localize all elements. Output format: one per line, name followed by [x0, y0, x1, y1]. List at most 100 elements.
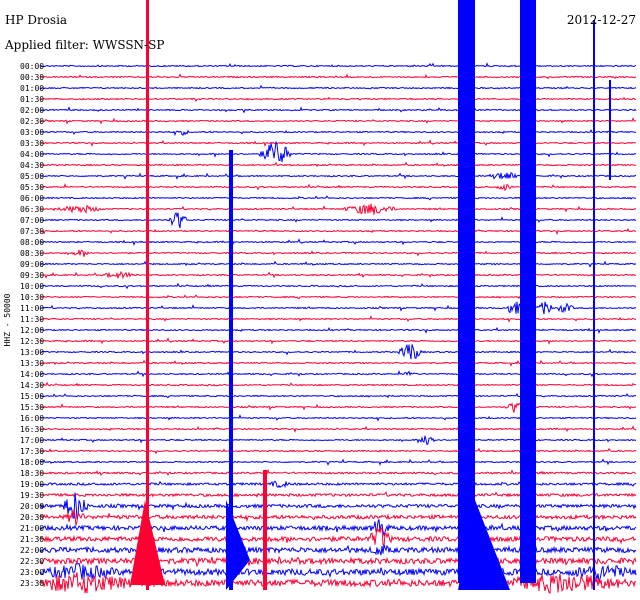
- time-label: 22:00: [20, 546, 44, 555]
- time-label: 04:30: [20, 161, 44, 170]
- decay-trace: [458, 500, 510, 590]
- trace: [39, 161, 637, 168]
- time-label: 03:00: [20, 128, 44, 137]
- channel-label: HHZ - 50000: [3, 293, 12, 346]
- time-label: 11:00: [20, 304, 44, 313]
- time-label: 07:30: [20, 227, 44, 236]
- time-label: 12:30: [20, 337, 44, 346]
- trace: [39, 519, 637, 538]
- time-label: 18:30: [20, 469, 44, 478]
- saturated-trace: [593, 20, 595, 590]
- trace: [39, 492, 637, 520]
- trace: [39, 282, 637, 290]
- time-label: 19:30: [20, 491, 44, 500]
- trace: [39, 425, 637, 433]
- time-label: 08:00: [20, 238, 44, 247]
- trace: [39, 183, 637, 192]
- time-label: 14:00: [20, 370, 44, 379]
- trace: [39, 480, 637, 489]
- time-label: 08:30: [20, 249, 44, 258]
- time-label: 04:00: [20, 150, 44, 159]
- time-label: 02:00: [20, 106, 44, 115]
- trace: [39, 62, 637, 68]
- time-label: 09:30: [20, 271, 44, 280]
- time-label: 22:30: [20, 557, 44, 566]
- time-label: 02:30: [20, 117, 44, 126]
- trace: [40, 270, 637, 280]
- trace: [39, 447, 637, 455]
- saturated-trace: [263, 470, 267, 590]
- trace: [39, 294, 636, 300]
- time-label: 21:00: [20, 524, 44, 533]
- trace: [40, 381, 637, 387]
- time-label: 01:30: [20, 95, 44, 104]
- time-label: 00:00: [20, 62, 44, 71]
- time-label: 10:30: [20, 293, 44, 302]
- time-label: 10:00: [20, 282, 44, 291]
- trace: [39, 370, 637, 378]
- trace: [40, 139, 637, 147]
- time-label: 00:30: [20, 73, 44, 82]
- decay-trace: [226, 500, 250, 590]
- time-label: 06:00: [20, 194, 44, 203]
- saturated-trace: [458, 0, 475, 583]
- saturated-trace: [520, 0, 536, 583]
- decay-trace: [130, 500, 165, 585]
- date-label: 2012-12-27: [567, 13, 636, 27]
- trace: [39, 490, 637, 498]
- time-label: 07:00: [20, 216, 44, 225]
- time-label: 20:00: [20, 502, 44, 511]
- time-label: 13:00: [20, 348, 44, 357]
- traces: [39, 0, 637, 595]
- time-label: 20:30: [20, 513, 44, 522]
- time-label: 23:00: [20, 568, 44, 577]
- trace: [39, 117, 637, 125]
- time-label: 23:30: [20, 579, 44, 588]
- time-label: 13:30: [20, 359, 44, 368]
- trace: [39, 238, 637, 246]
- saturated-trace: [229, 150, 233, 590]
- trace: [39, 359, 637, 367]
- time-label: 12:00: [20, 326, 44, 335]
- trace: [40, 141, 637, 163]
- trace: [39, 260, 637, 268]
- time-label: 21:30: [20, 535, 44, 544]
- trace: [39, 227, 637, 235]
- trace: [39, 402, 637, 413]
- filter-label: Applied filter: WWSSN-SP: [4, 38, 164, 52]
- time-label: 15:30: [20, 403, 44, 412]
- trace: [39, 392, 637, 399]
- time-label: 14:30: [20, 381, 44, 390]
- trace: [39, 326, 637, 334]
- time-label: 16:30: [20, 425, 44, 434]
- trace: [40, 301, 637, 315]
- trace: [39, 203, 637, 215]
- time-label: 06:30: [20, 205, 44, 214]
- time-label: 17:30: [20, 447, 44, 456]
- time-label: 19:00: [20, 480, 44, 489]
- trace: [39, 73, 637, 80]
- trace: [39, 337, 637, 345]
- trace: [40, 96, 637, 103]
- trace: [39, 315, 636, 323]
- trace: [40, 106, 637, 114]
- time-label: 03:30: [20, 139, 44, 148]
- trace: [39, 172, 637, 180]
- trace: [39, 128, 636, 137]
- trace: [40, 211, 637, 229]
- time-label: 15:00: [20, 392, 44, 401]
- trace: [39, 435, 637, 446]
- trace: [39, 344, 636, 360]
- trace: [39, 468, 637, 477]
- trace: [39, 249, 637, 257]
- trace: [39, 458, 637, 466]
- time-label: 16:00: [20, 414, 44, 423]
- saturated-trace: [609, 80, 611, 180]
- time-label: 05:00: [20, 172, 44, 181]
- time-label: 01:00: [20, 84, 44, 93]
- station-name: HP Drosia: [5, 13, 67, 27]
- saturated-trace: [146, 0, 149, 590]
- trace: [39, 414, 637, 422]
